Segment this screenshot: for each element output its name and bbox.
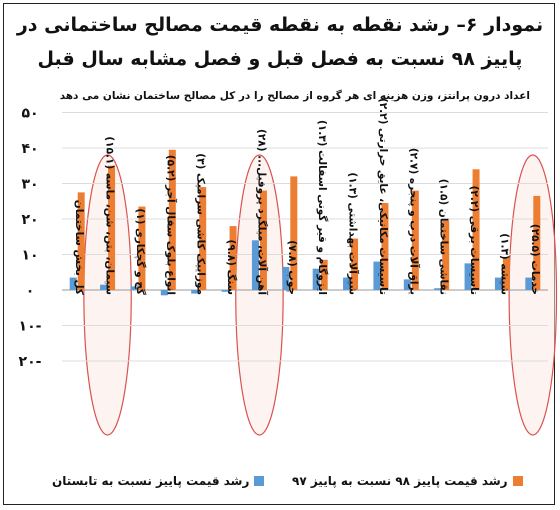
chart-note: اعداد درون پرانتز، وزن هزینه ای هر گروه … [59, 90, 530, 102]
bar-seasonal [100, 284, 108, 290]
category-label: ایزوگام و قیر گونی اسفالت (۱.۳) [316, 120, 329, 295]
bar-annual [533, 195, 541, 290]
chart-title-line1: نمودار ۶– رشد نقطه به نقطه قیمت مصالح سا… [16, 14, 544, 36]
y-tick-label: ۰ [26, 283, 35, 299]
bar-annual [199, 187, 207, 290]
bar-annual [320, 259, 328, 290]
bar-seasonal [525, 277, 533, 290]
highlight-ellipse [508, 154, 558, 436]
bar-seasonal [282, 266, 290, 290]
chart-title-line2: پاییز ۹۸ نسبت به فصل قبل و فصل مشابه سال… [37, 48, 523, 70]
bar-seasonal [373, 261, 381, 290]
legend-label-seasonal: رشد قیمت پاییز نسبت به تابستان [52, 474, 250, 488]
legend-swatch-annual [512, 476, 523, 486]
highlight-ellipse [83, 154, 132, 436]
bar-annual [381, 203, 389, 290]
category-label: یراق آلات درب و پنجره (۲.۷) [407, 148, 420, 295]
bar-seasonal [191, 290, 199, 294]
y-tick-label: ۵۰ [21, 106, 38, 122]
bar-seasonal [221, 290, 229, 292]
bar-annual [351, 238, 359, 290]
bar-seasonal [403, 279, 411, 290]
category-label: خدمات (۲۵.۵) [529, 224, 541, 295]
category-label: گچ و گچکاری (۱) [134, 208, 147, 295]
bar-annual [168, 149, 176, 290]
bar-annual [108, 165, 116, 290]
y-tick-label: ۴۰ [21, 141, 38, 157]
legend-item-seasonal: رشد قیمت پاییز نسبت به تابستان [52, 474, 265, 488]
category-label: انواع بلوک سفال آجر (۵.۲) [164, 155, 177, 295]
category-label: نقاشی ساختمان (۱.۵) [438, 179, 450, 295]
category-label: تاسیسات برقی (۲.۲) [468, 186, 480, 295]
bar-seasonal [130, 286, 138, 290]
y-tick-label: ۱۰- [19, 319, 42, 335]
legend-label-annual: رشد قیمت پاییز ۹۸ نسبت به پاییز ۹۷ [292, 474, 508, 488]
y-tick-label: ۱۰ [21, 248, 38, 264]
bar-annual [472, 169, 480, 290]
category-label: کل بخش ساختمان [73, 200, 85, 296]
y-tick-label: ۳۰ [21, 177, 38, 193]
bar-annual [138, 206, 146, 290]
bar-annual [259, 190, 267, 290]
category-label: موزاییک کاشی سرامیک (۳) [195, 153, 207, 295]
category-label: شیشه (۱.۳) [498, 233, 510, 295]
category-label: تاسیسات مکانیکی، عایق حرارتی (۲.۲) [377, 98, 389, 295]
bar-seasonal [343, 277, 351, 290]
legend-swatch-seasonal [254, 476, 265, 486]
bar-seasonal [434, 288, 442, 290]
bar-annual [229, 226, 237, 290]
bar-annual [411, 190, 419, 290]
highlight-ellipse [235, 154, 284, 436]
y-tick-label: ۲۰ [21, 212, 38, 228]
bar-annual [77, 192, 85, 290]
bar-annual [502, 258, 510, 290]
bar-seasonal [464, 263, 472, 290]
category-label: آهن آلات، میلگرد پروفیل... (۲۸) [255, 129, 268, 295]
bar-seasonal [160, 290, 168, 296]
legend-item-annual: رشد قیمت پاییز ۹۸ نسبت به پاییز ۹۷ [292, 474, 523, 488]
bar-seasonal [312, 268, 320, 290]
bar-annual [442, 220, 450, 290]
category-label: سنگ (۹.۸) [225, 240, 238, 295]
category-label: شیرآلات بهداشتی (۱.۳) [347, 172, 360, 295]
bar-annual [290, 176, 298, 290]
bar-seasonal [251, 240, 259, 290]
bar-seasonal [69, 277, 77, 290]
y-tick-label: ۲۰- [19, 354, 42, 370]
category-label: سیمان، بتن، شن، ماسه (۱۵.۱) [104, 136, 116, 295]
bar-seasonal [494, 277, 502, 290]
category-label: چوب (۷.۸) [286, 240, 298, 295]
